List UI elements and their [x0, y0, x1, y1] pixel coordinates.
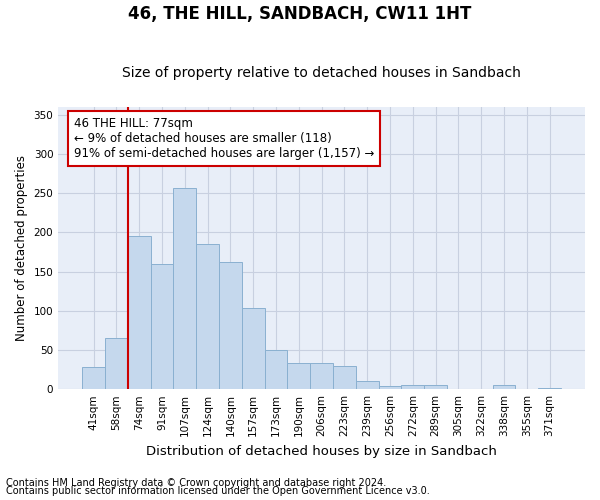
Bar [493, 386, 515, 389]
Text: Contains HM Land Registry data © Crown copyright and database right 2024.: Contains HM Land Registry data © Crown c… [6, 478, 386, 488]
Bar [151, 264, 173, 389]
Bar [265, 350, 287, 389]
Title: Size of property relative to detached houses in Sandbach: Size of property relative to detached ho… [122, 66, 521, 80]
Bar [333, 366, 356, 389]
Text: 46 THE HILL: 77sqm
← 9% of detached houses are smaller (118)
91% of semi-detache: 46 THE HILL: 77sqm ← 9% of detached hous… [74, 117, 374, 160]
Bar [424, 386, 447, 389]
Y-axis label: Number of detached properties: Number of detached properties [15, 155, 28, 341]
Bar [82, 367, 105, 389]
Text: Contains public sector information licensed under the Open Government Licence v3: Contains public sector information licen… [6, 486, 430, 496]
Bar [356, 382, 379, 389]
X-axis label: Distribution of detached houses by size in Sandbach: Distribution of detached houses by size … [146, 444, 497, 458]
Bar [105, 338, 128, 389]
Text: 46, THE HILL, SANDBACH, CW11 1HT: 46, THE HILL, SANDBACH, CW11 1HT [128, 5, 472, 23]
Bar [379, 386, 401, 389]
Bar [287, 364, 310, 389]
Bar [173, 188, 196, 389]
Bar [219, 262, 242, 389]
Bar [401, 386, 424, 389]
Bar [242, 308, 265, 389]
Bar [538, 388, 561, 389]
Bar [310, 364, 333, 389]
Bar [128, 236, 151, 389]
Bar [196, 244, 219, 389]
